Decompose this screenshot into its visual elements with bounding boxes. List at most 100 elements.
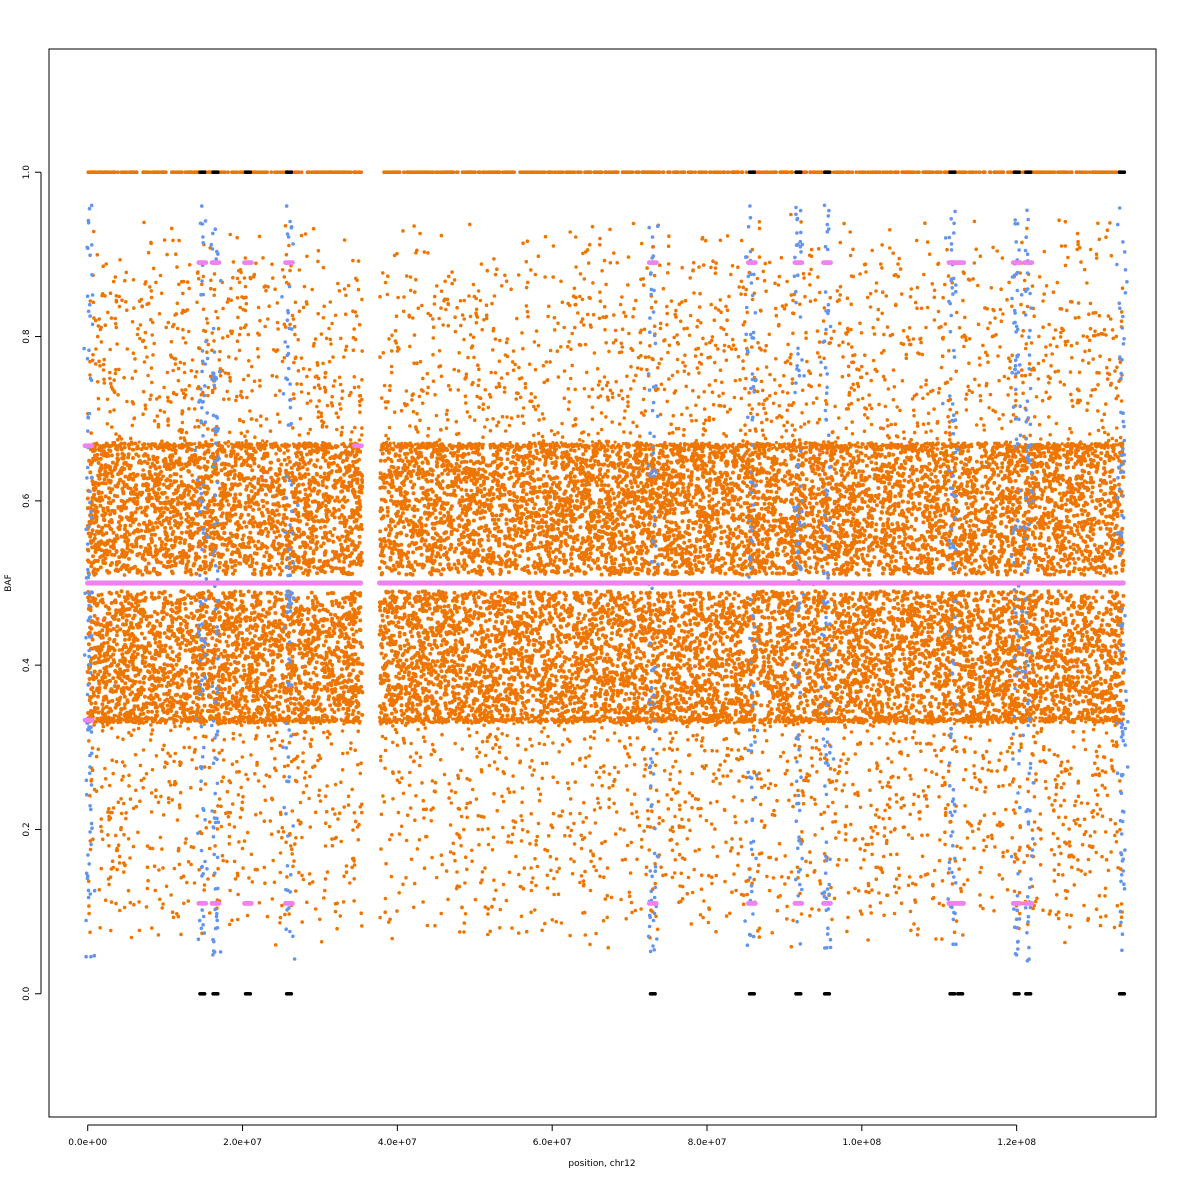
data-point: [583, 702, 587, 706]
data-point: [277, 551, 281, 555]
data-point: [386, 506, 390, 510]
data-point: [443, 546, 447, 550]
data-point: [194, 640, 198, 644]
data-point: [556, 527, 560, 531]
data-point: [169, 663, 173, 667]
data-point: [717, 600, 721, 604]
data-point: [745, 658, 749, 662]
data-point: [500, 513, 504, 517]
data-point: [618, 608, 622, 612]
data-point: [457, 562, 461, 566]
data-point: [927, 689, 931, 693]
data-point: [1108, 667, 1112, 671]
data-point: [733, 591, 737, 595]
data-point: [244, 488, 248, 492]
data-point: [899, 671, 903, 675]
data-point: [1094, 590, 1098, 594]
data-point: [688, 622, 692, 626]
data-point: [1084, 680, 1088, 684]
data-point: [1048, 521, 1052, 525]
data-point: [611, 491, 615, 495]
data-point: [442, 514, 446, 518]
data-point: [766, 680, 770, 684]
data-point: [87, 642, 91, 646]
data-point: [706, 656, 710, 660]
data-point: [1076, 669, 1080, 673]
data-point: [131, 456, 135, 460]
data-point: [1031, 667, 1035, 671]
data-point: [313, 666, 317, 670]
data-point: [1044, 624, 1048, 628]
data-point: [185, 464, 189, 468]
data-point: [318, 609, 322, 613]
data-point: [648, 602, 652, 606]
data-point: [866, 554, 870, 558]
data-point: [693, 602, 697, 606]
data-point: [762, 660, 766, 664]
data-point: [915, 556, 919, 560]
data-point: [389, 558, 393, 562]
data-point: [381, 452, 385, 456]
data-point: [1112, 639, 1116, 643]
data-point: [407, 670, 411, 674]
data-point: [627, 697, 631, 701]
data-point: [97, 631, 101, 635]
data-point: [697, 568, 701, 572]
data-point: [522, 611, 526, 615]
data-point: [714, 632, 718, 636]
data-point: [758, 462, 762, 466]
data-point: [1006, 515, 1010, 519]
data-point: [986, 486, 990, 490]
data-point: [548, 546, 552, 550]
data-point: [1016, 696, 1020, 700]
data-point: [610, 625, 614, 629]
data-point: [594, 661, 598, 665]
data-point: [164, 543, 168, 547]
data-point: [147, 562, 151, 566]
data-point: [936, 622, 940, 626]
data-point: [250, 468, 254, 472]
data-point: [919, 561, 923, 565]
data-point: [405, 658, 409, 662]
data-point: [909, 525, 913, 529]
data-point: [598, 519, 602, 523]
data-point: [575, 494, 579, 498]
data-point: [849, 460, 853, 464]
data-point: [293, 702, 297, 706]
data-point: [820, 609, 824, 613]
data-point: [1044, 697, 1048, 701]
data-point: [721, 631, 725, 635]
data-point: [189, 601, 193, 605]
data-point: [649, 680, 653, 684]
data-point: [95, 617, 99, 621]
data-point: [1115, 615, 1119, 619]
data-point: [262, 554, 266, 558]
data-point: [169, 683, 173, 687]
data-point: [379, 674, 383, 678]
data-point: [608, 517, 612, 521]
data-point: [924, 656, 928, 660]
data-point: [965, 520, 969, 524]
data-point: [1013, 494, 1017, 498]
data-point: [261, 608, 265, 612]
data-point: [856, 556, 860, 560]
data-point: [770, 611, 774, 615]
data-point: [815, 626, 819, 630]
data-point: [1033, 617, 1037, 621]
data-point: [996, 473, 1000, 477]
data-point: [530, 528, 534, 532]
data-point: [548, 611, 552, 615]
data-point: [916, 694, 920, 698]
data-point: [531, 519, 535, 523]
data-point: [665, 520, 669, 524]
data-point: [453, 709, 457, 713]
data-point: [802, 616, 806, 620]
data-point: [995, 624, 999, 628]
data-point: [505, 466, 509, 470]
data-point: [604, 697, 608, 701]
data-point: [93, 614, 97, 618]
data-point: [325, 485, 329, 489]
data-point: [1098, 571, 1102, 575]
data-point: [1093, 543, 1097, 547]
data-point: [522, 634, 526, 638]
